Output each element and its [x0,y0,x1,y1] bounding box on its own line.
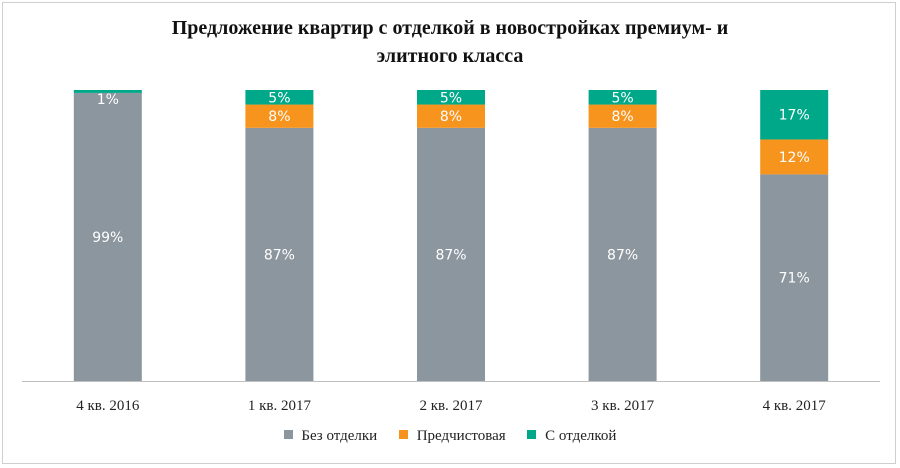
legend-swatch-bez-otdelki [283,430,293,439]
legend-item-bez-otdelki: Без отделки [283,428,378,445]
data-label-s2-c4: 17% [779,108,810,124]
bar-segment-s1-c2 [417,104,485,128]
legend-swatch-s-otdelkoy [527,430,537,439]
bar-segment-s1-c3 [588,104,657,128]
data-label-s2-c2: 5% [440,90,462,106]
data-label-s1-c3: 8% [611,109,633,125]
bar-segment-s2-c1 [245,90,314,105]
data-label-s0-c0: 99% [92,230,123,246]
data-label-s0-c4: 71% [779,271,810,287]
x-tick-label-4: 4 кв. 2017 [763,398,827,414]
chart-title-line-2: элитного класса [376,45,524,67]
bar-segment-s0-c0 [73,92,142,381]
bar-segment-s1-c4 [760,139,829,175]
data-label-s0-c3: 87% [607,247,638,263]
x-tick-label-2: 2 кв. 2017 [419,398,483,414]
bar-segment-s2-c4 [760,90,829,140]
data-label-s2-c3: 5% [611,90,633,106]
x-tick-label-0: 4 кв. 2016 [76,398,140,414]
legend-item-predchistovaya: Предчистовая [398,428,506,445]
bar-segment-s0-c1 [245,127,314,381]
legend-item-s-otdelkoy: С отделкой [527,428,616,445]
data-label-s1-c2: 8% [440,109,462,125]
bar-segment-s2-c3 [588,90,657,105]
legend-label-predchistovaya: Предчистовая [416,428,506,444]
data-label-s0-c1: 87% [264,247,295,263]
data-label-s1-c1: 8% [268,109,290,125]
chart-legend: Без отделки Предчистовая С отделкой [0,428,900,445]
bar-segment-s2-c2 [417,90,485,105]
x-tick-label-3: 3 кв. 2017 [591,398,655,414]
data-label-s2-c0: 1% [97,92,119,108]
x-tick-label-1: 1 кв. 2017 [248,398,312,414]
bar-segment-s0-c2 [417,127,485,381]
legend-label-bez-otdelki: Без отделки [301,428,378,444]
bar-segment-s2-c0 [73,90,142,93]
chart-title-line-1: Предложение квартир с отделкой в новостр… [171,17,729,39]
bar-segment-s0-c4 [760,174,829,381]
data-label-s0-c2: 87% [435,247,466,263]
bar-segment-s0-c3 [588,127,657,381]
legend-swatch-predchistovaya [398,430,408,439]
data-label-s1-c4: 12% [779,150,810,166]
data-label-s2-c1: 5% [268,90,290,106]
chart-title: Предложение квартир с отделкой в новостр… [0,14,900,70]
legend-label-s-otdelkoy: С отделкой [545,428,617,444]
bar-segment-s1-c1 [245,104,314,128]
